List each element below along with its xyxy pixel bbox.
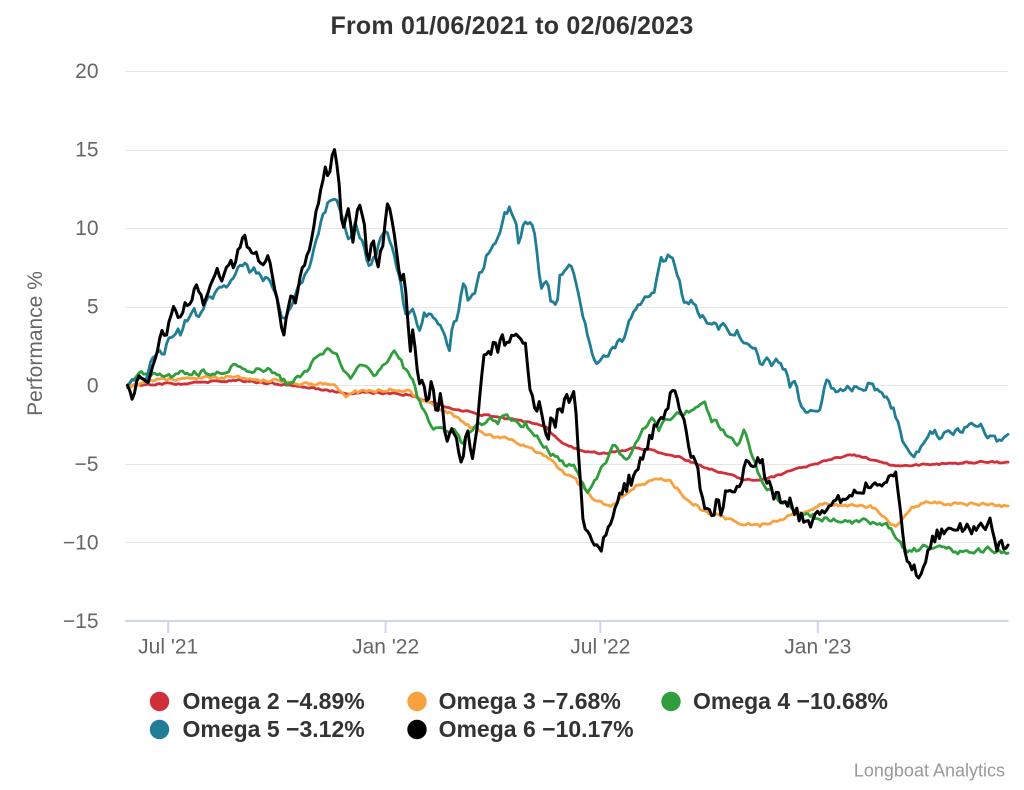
svg-text:Omega 4 −10.68%: Omega 4 −10.68%	[693, 688, 888, 714]
svg-text:Omega 3 −7.68%: Omega 3 −7.68%	[439, 688, 621, 714]
svg-text:Jan '23: Jan '23	[784, 636, 851, 659]
svg-text:20: 20	[75, 60, 98, 83]
svg-text:15: 15	[75, 139, 98, 162]
svg-text:0: 0	[87, 374, 99, 397]
svg-text:Omega 2 −4.89%: Omega 2 −4.89%	[183, 688, 365, 714]
svg-text:Omega 5 −3.12%: Omega 5 −3.12%	[183, 716, 365, 742]
svg-text:Jan '22: Jan '22	[352, 636, 419, 659]
svg-text:Omega 6 −10.17%: Omega 6 −10.17%	[439, 716, 634, 742]
svg-text:5: 5	[87, 296, 99, 319]
svg-text:Performance %: Performance %	[24, 271, 47, 416]
svg-text:10: 10	[75, 217, 98, 240]
svg-text:Jul '21: Jul '21	[138, 636, 198, 659]
svg-text:−5: −5	[75, 453, 99, 476]
svg-text:−10: −10	[63, 531, 99, 554]
svg-text:−15: −15	[63, 610, 99, 633]
svg-text:Jul '22: Jul '22	[570, 636, 630, 659]
svg-text:From 01/06/2021 to 02/06/2023: From 01/06/2021 to 02/06/2023	[331, 12, 694, 40]
svg-text:Longboat Analytics: Longboat Analytics	[854, 761, 1005, 781]
